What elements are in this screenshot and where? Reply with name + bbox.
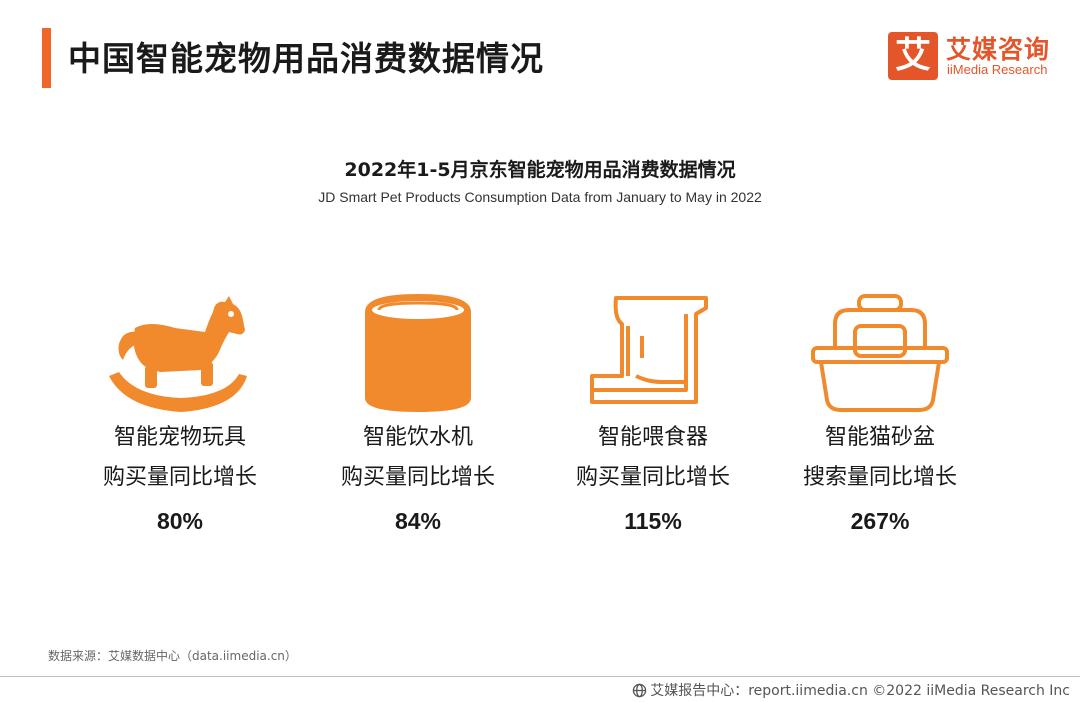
item-value: 267% <box>850 508 910 534</box>
logo-cn-text: 艾媒咨询 <box>946 35 1051 64</box>
iimedia-logo: 艾 艾媒咨询 iiMedia Research <box>888 32 1068 82</box>
globe-icon <box>632 683 647 698</box>
item-metric: 购买量同比增长 <box>102 465 257 490</box>
pet-feeder-icon <box>590 296 708 404</box>
stat-item-water-dispenser: 智能饮水机 购买量同比增长 84% <box>298 290 538 536</box>
chart-subtitle: JD Smart Pet Products Consumption Data f… <box>318 189 762 205</box>
rocking-horse-icon <box>109 296 247 412</box>
stat-item-toy: 智能宠物玩具 购买量同比增长 80% <box>60 290 300 536</box>
item-metric: 购买量同比增长 <box>340 465 495 490</box>
data-source: 数据来源：艾媒数据中心（data.iimedia.cn） <box>48 649 297 663</box>
water-dispenser-icon <box>365 294 471 412</box>
page-title: 中国智能宠物用品消费数据情况 <box>68 39 544 78</box>
footer-divider <box>0 676 1080 677</box>
item-metric: 购买量同比增长 <box>575 465 730 490</box>
title-accent-bar <box>42 28 51 88</box>
item-value: 115% <box>624 508 682 534</box>
logo-mark: 艾 <box>888 32 938 80</box>
item-name: 智能饮水机 <box>362 425 473 450</box>
stat-item-litter-box: 智能猫砂盆 搜索量同比增长 267% <box>760 290 1000 536</box>
item-value: 80% <box>156 508 204 534</box>
item-name: 智能宠物玩具 <box>113 425 246 450</box>
chart-title: 2022年1-5月京东智能宠物用品消费数据情况 <box>344 159 736 181</box>
item-name: 智能猫砂盆 <box>824 425 935 450</box>
footer-text: 艾媒报告中心：report.iimedia.cn ©2022 iiMedia R… <box>650 683 1070 699</box>
footer: 艾媒报告中心：report.iimedia.cn ©2022 iiMedia R… <box>632 680 1070 700</box>
item-name: 智能喂食器 <box>597 425 708 450</box>
item-metric: 搜索量同比增长 <box>802 465 957 490</box>
logo-en-text: iiMedia Research <box>947 62 1048 77</box>
stat-item-feeder: 智能喂食器 购买量同比增长 115% <box>533 290 773 536</box>
pet-carrier-icon <box>811 294 949 412</box>
item-value: 84% <box>394 508 442 534</box>
